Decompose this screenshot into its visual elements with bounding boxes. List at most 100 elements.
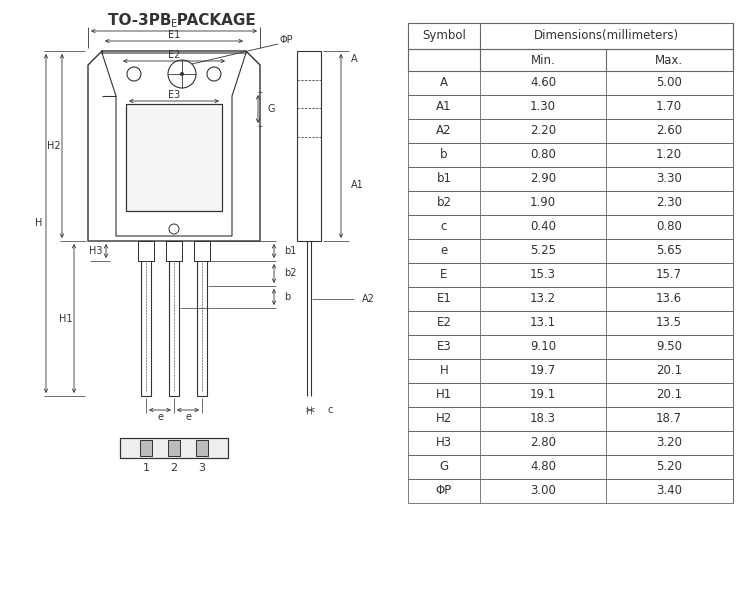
Text: 19.7: 19.7 (530, 365, 556, 377)
Text: b: b (284, 292, 290, 302)
Text: Symbol: Symbol (422, 29, 466, 42)
Text: 2: 2 (171, 463, 177, 473)
Bar (126, 104, 222, 211)
Text: 2.90: 2.90 (530, 172, 556, 185)
Bar (166, 241, 182, 261)
Bar (194, 241, 210, 261)
Text: E: E (440, 269, 447, 282)
Text: 9.10: 9.10 (530, 340, 556, 353)
Bar (408, 119, 733, 143)
Text: c: c (327, 405, 332, 415)
Bar (408, 23, 733, 49)
Text: A: A (351, 54, 358, 64)
Text: e: e (440, 245, 447, 258)
Text: e: e (157, 412, 163, 422)
Bar (408, 143, 733, 167)
Text: 13.6: 13.6 (656, 292, 682, 306)
Text: ΦP: ΦP (280, 35, 294, 45)
Text: c: c (441, 221, 447, 233)
Text: 1.20: 1.20 (656, 148, 682, 161)
Text: 2.60: 2.60 (656, 124, 682, 138)
Text: A1: A1 (351, 180, 364, 190)
Text: 1.30: 1.30 (530, 100, 556, 114)
Text: b: b (440, 148, 447, 161)
Text: 0.80: 0.80 (530, 148, 556, 161)
Bar (408, 407, 733, 431)
Bar (408, 383, 733, 407)
Bar (141, 241, 151, 396)
Text: 5.25: 5.25 (530, 245, 556, 258)
Bar (126, 104, 222, 211)
Text: 9.50: 9.50 (656, 340, 682, 353)
Bar (140, 440, 152, 456)
Text: 3.00: 3.00 (530, 484, 556, 498)
Bar (408, 167, 733, 191)
Text: 4.60: 4.60 (530, 77, 556, 90)
Text: b1: b1 (284, 246, 296, 256)
Text: 2.30: 2.30 (656, 197, 682, 209)
Text: 3.30: 3.30 (656, 172, 682, 185)
Text: 15.7: 15.7 (656, 269, 682, 282)
Bar (408, 479, 733, 503)
Text: G: G (268, 104, 275, 114)
Bar (197, 241, 207, 396)
Bar (194, 241, 210, 261)
Text: H: H (36, 218, 43, 228)
Text: A2: A2 (362, 294, 375, 304)
Text: 13.2: 13.2 (530, 292, 556, 306)
Text: 5.20: 5.20 (656, 460, 682, 474)
Text: H1: H1 (59, 313, 73, 324)
Bar (168, 440, 180, 456)
Text: 18.7: 18.7 (656, 413, 682, 426)
Bar (408, 215, 733, 239)
Text: 0.40: 0.40 (530, 221, 556, 233)
Bar (408, 191, 733, 215)
Bar (297, 51, 321, 241)
Text: H2: H2 (47, 141, 61, 151)
Text: e: e (185, 412, 191, 422)
Text: G: G (439, 460, 449, 474)
Text: 20.1: 20.1 (656, 365, 682, 377)
Bar (408, 49, 733, 71)
Text: 2.80: 2.80 (530, 437, 556, 450)
Text: 1: 1 (142, 463, 149, 473)
Bar (140, 440, 152, 456)
Text: 1.90: 1.90 (530, 197, 556, 209)
Text: 1.70: 1.70 (656, 100, 682, 114)
Bar (169, 241, 179, 396)
Text: E1: E1 (168, 30, 180, 40)
Text: E3: E3 (168, 90, 180, 100)
Text: E: E (171, 19, 177, 29)
Bar (168, 440, 180, 456)
Text: H: H (439, 365, 448, 377)
Bar (138, 241, 154, 261)
Text: 20.1: 20.1 (656, 389, 682, 401)
Bar (166, 241, 182, 261)
Text: 18.3: 18.3 (530, 413, 556, 426)
Text: Min.: Min. (531, 53, 555, 66)
Text: H3: H3 (89, 246, 102, 256)
Text: 13.5: 13.5 (656, 316, 682, 329)
Text: E1: E1 (436, 292, 451, 306)
Text: 19.1: 19.1 (530, 389, 556, 401)
Text: TO-3PB PACKAGE: TO-3PB PACKAGE (108, 13, 256, 28)
Bar (408, 239, 733, 263)
Bar (138, 241, 154, 261)
Text: E3: E3 (436, 340, 451, 353)
Bar (408, 431, 733, 455)
Text: E2: E2 (168, 50, 180, 60)
Text: 0.80: 0.80 (656, 221, 682, 233)
Text: H3: H3 (436, 437, 452, 450)
Bar (408, 455, 733, 479)
Text: Max.: Max. (655, 53, 683, 66)
Text: b2: b2 (436, 197, 451, 209)
Bar (408, 311, 733, 335)
Text: E2: E2 (436, 316, 451, 329)
Text: 3.40: 3.40 (656, 484, 682, 498)
Bar (196, 440, 208, 456)
Bar (408, 359, 733, 383)
Text: A: A (440, 77, 448, 90)
Text: 2.20: 2.20 (530, 124, 556, 138)
Text: H2: H2 (436, 413, 452, 426)
Text: 15.3: 15.3 (530, 269, 556, 282)
